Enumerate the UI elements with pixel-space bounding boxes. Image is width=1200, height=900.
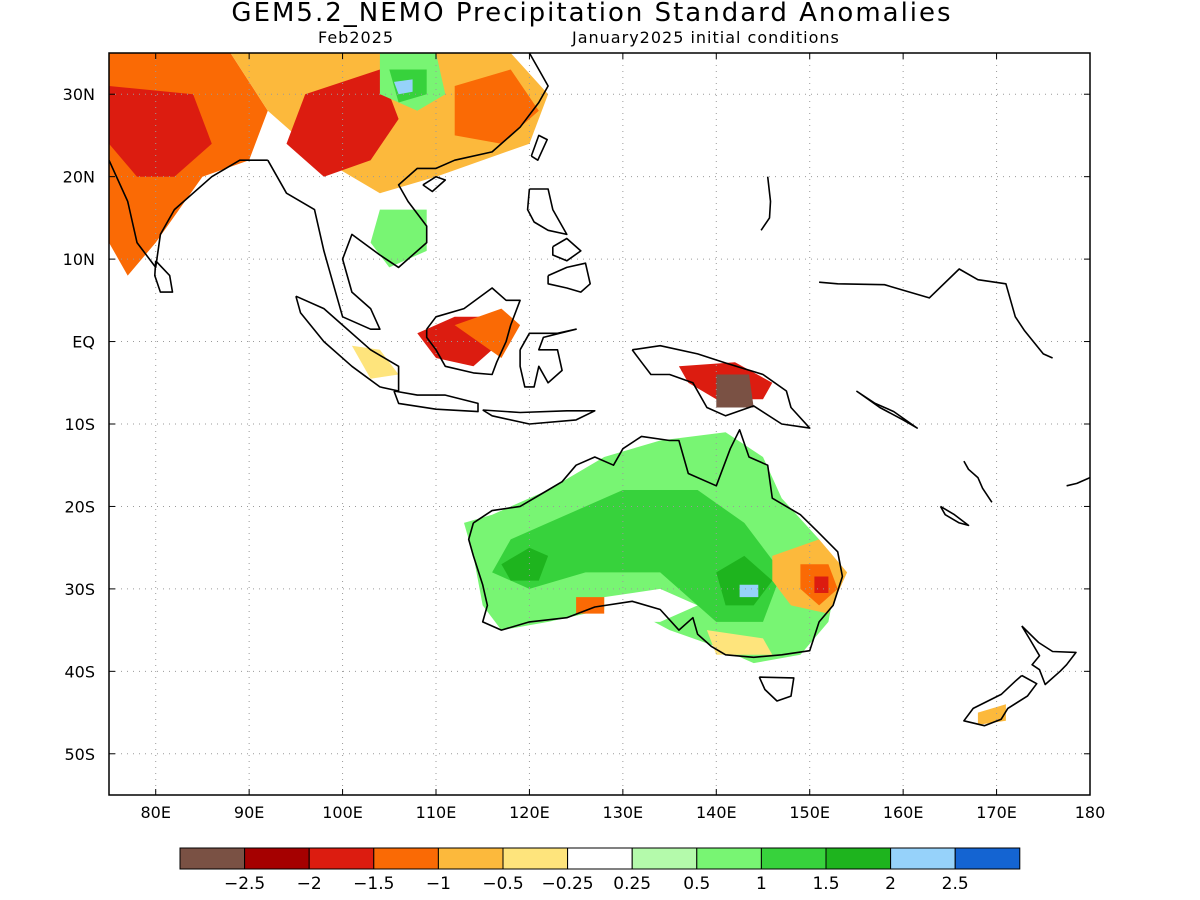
region-sa-orange [576, 597, 605, 614]
coastline-philippines-luzon [526, 188, 568, 236]
region-china-east [454, 69, 539, 144]
coastline-fiji [1066, 476, 1090, 487]
coastline-micronesia [819, 268, 1053, 359]
colorbar-label: −2 [297, 874, 322, 894]
colorbar-label: 0.5 [683, 874, 710, 894]
lat-tick-label: 10S [64, 415, 95, 434]
coastline-nz-north [1021, 625, 1077, 686]
lon-tick-label: 90E [234, 803, 264, 822]
coastline-vanuatu [963, 460, 993, 503]
lat-tick-label: EQ [72, 333, 95, 352]
map-frame [109, 53, 1090, 795]
valid-month-label: Feb2025 [318, 28, 395, 47]
colorbar-label: −0.5 [482, 874, 523, 894]
coastline-lesser-sunda [482, 409, 596, 425]
gridlines [109, 53, 1090, 795]
region-vic-yellow [706, 630, 773, 655]
lon-tick-label: 150E [789, 803, 830, 822]
coastline-hainan [422, 175, 447, 193]
region-png-brown [716, 374, 754, 408]
colorbar-swatch [373, 847, 439, 870]
colorbar-swatch [954, 847, 1021, 870]
coastline-philippines-mindanao [547, 262, 592, 293]
region-australia-white [604, 588, 698, 622]
coastline-new-caledonia [939, 505, 970, 527]
lat-tick-label: 30N [63, 85, 95, 104]
lat-tick-label: 10N [63, 250, 95, 269]
lon-tick-label: 170E [976, 803, 1017, 822]
colorbar-label: −1.5 [353, 874, 394, 894]
colorbar-label: 2 [885, 874, 896, 894]
anomaly-fields [109, 53, 1006, 725]
colorbar-swatch [308, 847, 375, 870]
axis-ticks: 80E 90E 100E 110E 120E 130E 140E 150E 160E 170E 18… [63, 53, 1106, 822]
coastline-mariana [760, 176, 772, 231]
lon-tick-label: 180 [1075, 803, 1106, 822]
coastline-nz-south [963, 674, 1038, 727]
coastline-java [393, 390, 479, 413]
coastline-philippines-visayas [551, 237, 582, 262]
coastline-sulawesi [519, 328, 577, 388]
chart-title: GEM5.2_NEMO Precipitation Standard Anoma… [231, 0, 953, 28]
colorbar-swatch [437, 847, 504, 870]
coastline-se-asia-coast [267, 53, 549, 331]
coastline-australia [467, 428, 844, 659]
region-india-core [109, 86, 212, 177]
lon-tick-label: 100E [322, 803, 363, 822]
colorbar-swatch [244, 847, 310, 870]
region-indochina-green [370, 209, 427, 268]
region-qld-core [814, 576, 829, 593]
lon-tick-label: 110E [416, 803, 457, 822]
lat-tick-label: 50S [64, 745, 95, 764]
coastline-tasmania [758, 676, 795, 702]
coastline-borneo [425, 287, 521, 376]
coastline-taiwan [530, 134, 549, 161]
lat-tick-label: 20S [64, 497, 95, 516]
colorbar-label: 1.5 [812, 874, 839, 894]
colorbar-label: 1 [756, 874, 767, 894]
colorbar-swatch [502, 847, 569, 870]
init-conditions-label: January2025 initial conditions [572, 28, 840, 47]
colorbar-label: 0.25 [613, 874, 651, 894]
lon-tick-label: 130E [603, 803, 644, 822]
colorbar-swatch [890, 847, 956, 870]
colorbar-label: −1 [426, 874, 451, 894]
region-australia-blue [739, 584, 759, 598]
colorbar-label: −0.25 [542, 874, 594, 894]
colorbar-swatch [825, 847, 892, 870]
colorbar-swatch [567, 847, 633, 870]
lat-tick-label: 30S [64, 580, 95, 599]
colorbar-swatch [696, 847, 762, 870]
lon-tick-label: 80E [140, 803, 170, 822]
colorbar-swatch [631, 847, 698, 870]
coastline-india-coast [109, 159, 268, 269]
region-australia-dark1 [501, 547, 549, 581]
lon-tick-label: 140E [696, 803, 737, 822]
region-tibet-blue [394, 79, 413, 95]
coastline-solomons [855, 390, 919, 429]
colorbar-swatch [179, 847, 246, 870]
coastline-new-guinea [631, 344, 811, 429]
lon-tick-label: 120E [509, 803, 550, 822]
colorbar-swatch [760, 847, 827, 870]
coastline-srilanka [154, 260, 174, 293]
lat-tick-label: 40S [64, 662, 95, 681]
lat-tick-label: 20N [63, 168, 95, 187]
region-sumatra-yellow [351, 345, 399, 379]
colorbar-label: −2.5 [224, 874, 265, 894]
region-china-red [286, 69, 399, 177]
lon-tick-label: 160E [883, 803, 924, 822]
coastlines [109, 53, 1090, 727]
colorbar: −2.5 −2 −1.5 −1 −0.5 −0.25 0.25 0.5 1 1.5 2 2.5 [179, 847, 1021, 894]
colorbar-label: 2.5 [942, 874, 969, 894]
